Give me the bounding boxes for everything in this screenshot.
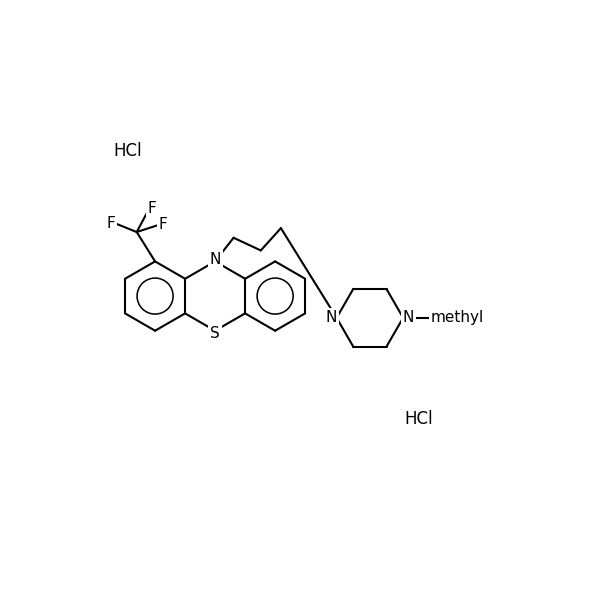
Text: HCl: HCl [404,409,433,427]
Text: N: N [325,310,337,325]
Text: methyl: methyl [431,310,484,325]
Text: F: F [106,216,115,231]
Text: N: N [403,310,415,325]
Text: HCl: HCl [113,142,142,160]
Text: F: F [148,201,156,216]
Text: S: S [210,326,220,341]
Text: N: N [209,251,221,266]
Text: F: F [159,217,167,232]
